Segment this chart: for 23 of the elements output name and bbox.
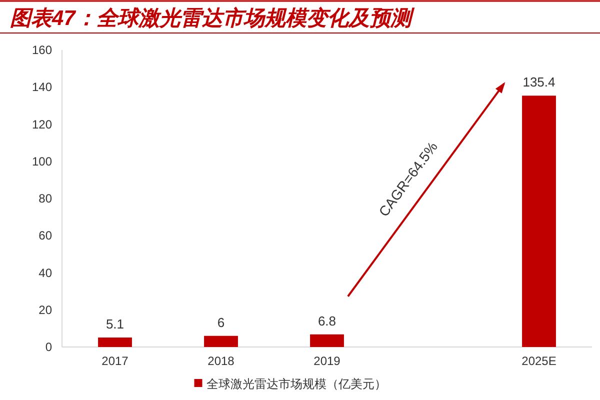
chart-title: 图表47：全球激光雷达市场规模变化及预测 bbox=[10, 6, 416, 30]
y-tick-label: 0 bbox=[45, 340, 52, 354]
x-tick-label: 2018 bbox=[208, 354, 235, 368]
legend: 全球激光雷达市场规模（亿美元） bbox=[194, 377, 386, 391]
y-tick-label: 160 bbox=[32, 43, 52, 57]
data-label: 135.4 bbox=[522, 74, 556, 90]
x-tick-label: 2019 bbox=[314, 354, 341, 368]
y-tick-label: 40 bbox=[38, 266, 52, 280]
y-tick-label: 100 bbox=[32, 154, 52, 168]
bar bbox=[310, 334, 344, 347]
x-tick-label: 2017 bbox=[102, 354, 129, 368]
y-tick-label: 80 bbox=[38, 192, 52, 206]
y-tick-label: 60 bbox=[38, 228, 52, 243]
y-tick-label: 120 bbox=[32, 117, 52, 132]
bar bbox=[98, 338, 132, 347]
data-label: 5.1 bbox=[106, 316, 124, 332]
data-label: 6.8 bbox=[318, 313, 336, 328]
bar bbox=[522, 96, 556, 347]
data-label: 6 bbox=[217, 314, 225, 330]
y-tick-label: 20 bbox=[38, 302, 52, 317]
bar bbox=[204, 336, 238, 347]
y-tick-label: 140 bbox=[32, 80, 52, 94]
x-tick-label: 2025E bbox=[522, 354, 556, 368]
